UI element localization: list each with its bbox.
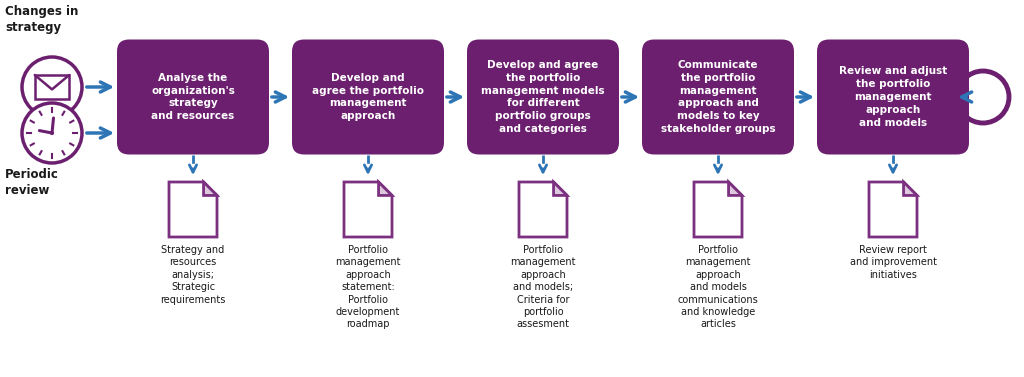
Circle shape xyxy=(26,107,79,159)
Polygon shape xyxy=(903,182,918,195)
Text: Strategy and
resources
analysis;
Strategic
requirements: Strategy and resources analysis; Strateg… xyxy=(161,245,225,305)
Circle shape xyxy=(22,103,82,163)
Text: Portfolio
management
approach
and models
communications
and knowledge
articles: Portfolio management approach and models… xyxy=(678,245,759,329)
Text: Review report
and improvement
initiatives: Review report and improvement initiative… xyxy=(850,245,937,280)
Polygon shape xyxy=(204,182,217,195)
Circle shape xyxy=(50,131,54,135)
Text: Changes in
strategy: Changes in strategy xyxy=(5,5,79,34)
Polygon shape xyxy=(554,182,567,195)
Polygon shape xyxy=(344,182,392,237)
Text: Communicate
the portfolio
management
approach and
models to key
stakeholder grou: Communicate the portfolio management app… xyxy=(660,60,775,134)
Text: Portfolio
management
approach
statement:
Portfolio
development
roadmap: Portfolio management approach statement:… xyxy=(335,245,400,329)
Text: Periodic
review: Periodic review xyxy=(5,168,58,197)
Polygon shape xyxy=(869,182,918,237)
FancyBboxPatch shape xyxy=(35,75,70,99)
Polygon shape xyxy=(728,182,742,195)
Polygon shape xyxy=(694,182,742,237)
Text: Analyse the
organization's
strategy
and resources: Analyse the organization's strategy and … xyxy=(152,73,234,121)
FancyBboxPatch shape xyxy=(292,40,444,155)
Text: Review and adjust
the portfolio
management
approach
and models: Review and adjust the portfolio manageme… xyxy=(839,66,947,127)
Text: Develop and
agree the portfolio
management
approach: Develop and agree the portfolio manageme… xyxy=(312,73,424,121)
Polygon shape xyxy=(519,182,567,237)
FancyBboxPatch shape xyxy=(117,40,269,155)
Polygon shape xyxy=(379,182,392,195)
FancyBboxPatch shape xyxy=(642,40,794,155)
Text: Portfolio
management
approach
and models;
Criteria for
portfolio
assesment: Portfolio management approach and models… xyxy=(510,245,575,329)
FancyBboxPatch shape xyxy=(467,40,618,155)
Polygon shape xyxy=(169,182,217,237)
FancyBboxPatch shape xyxy=(817,40,969,155)
Text: Develop and agree
the portfolio
management models
for different
portfolio groups: Develop and agree the portfolio manageme… xyxy=(481,60,605,134)
Circle shape xyxy=(22,57,82,117)
